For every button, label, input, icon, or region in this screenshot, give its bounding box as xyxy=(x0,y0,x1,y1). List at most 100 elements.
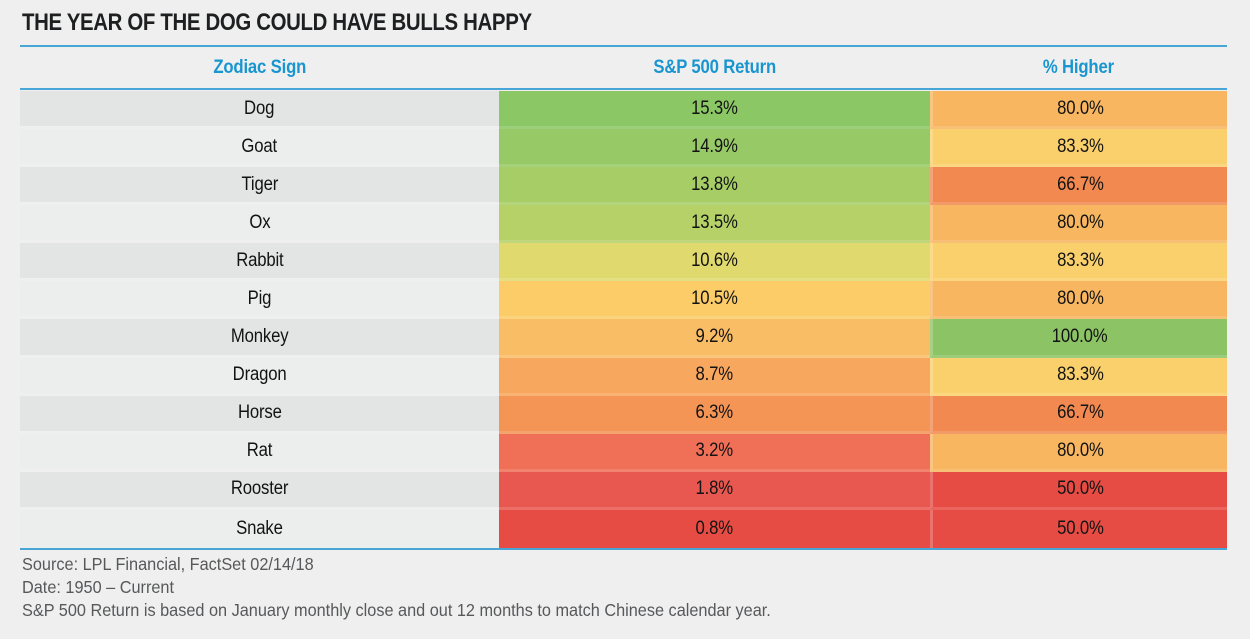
zodiac-cell: Rooster xyxy=(20,471,499,510)
zodiac-cell: Dragon xyxy=(20,357,499,396)
zodiac-cell-label: Rat xyxy=(246,440,273,462)
return-cell: 13.8% xyxy=(499,167,930,206)
return-cell: 0.8% xyxy=(499,509,930,548)
higher-cell-label: 83.3% xyxy=(1056,135,1104,157)
return-cell-label: 8.7% xyxy=(695,364,734,386)
footer-notes: Source: LPL Financial, FactSet 02/14/18 … xyxy=(22,553,827,622)
zodiac-cell: Horse xyxy=(20,395,499,434)
higher-cell: 80.0% xyxy=(930,281,1227,320)
zodiac-cell-label: Rooster xyxy=(230,478,289,500)
table-header-row: Zodiac Sign S&P 500 Return % Higher xyxy=(20,47,1227,88)
table-row: Pig 10.5% 80.0% xyxy=(20,281,1227,320)
return-cell-label: 9.2% xyxy=(695,326,734,348)
column-header-sp500-return-label: S&P 500 Return xyxy=(653,56,776,78)
table-body: Dog 15.3% 80.0% Goat 14.9% 83.3% Tiger 13.8% 66.… xyxy=(20,91,1227,548)
zodiac-cell: Dog xyxy=(20,91,499,130)
zodiac-cell-label: Goat xyxy=(241,135,278,157)
zodiac-cell-label: Monkey xyxy=(230,326,289,348)
return-cell-label: 6.3% xyxy=(695,402,734,424)
higher-cell: 66.7% xyxy=(930,167,1227,206)
zodiac-cell: Ox xyxy=(20,205,499,244)
return-cell: 14.9% xyxy=(499,129,930,168)
higher-cell-label: 66.7% xyxy=(1056,173,1104,195)
return-cell: 9.2% xyxy=(499,319,930,358)
table-row: Dog 15.3% 80.0% xyxy=(20,91,1227,130)
return-cell-label: 13.8% xyxy=(691,173,738,195)
column-header-sp500-return: S&P 500 Return xyxy=(499,57,930,79)
zodiac-cell-label: Snake xyxy=(236,517,283,539)
zodiac-cell-label: Tiger xyxy=(241,173,278,195)
return-cell: 13.5% xyxy=(499,205,930,244)
zodiac-cell: Snake xyxy=(20,509,499,548)
higher-cell-label: 66.7% xyxy=(1056,402,1104,424)
table-row: Ox 13.5% 80.0% xyxy=(20,205,1227,244)
divider-top xyxy=(20,45,1227,47)
higher-cell-label: 83.3% xyxy=(1056,364,1104,386)
higher-cell-label: 80.0% xyxy=(1056,211,1104,233)
zodiac-cell: Rabbit xyxy=(20,243,499,282)
table-row: Rooster 1.8% 50.0% xyxy=(20,471,1227,510)
zodiac-cell-label: Dragon xyxy=(232,364,287,386)
zodiac-cell: Tiger xyxy=(20,167,499,206)
zodiac-cell-label: Pig xyxy=(247,287,272,309)
return-cell: 8.7% xyxy=(499,357,930,396)
zodiac-cell-label: Dog xyxy=(244,97,275,119)
return-cell: 10.5% xyxy=(499,281,930,320)
return-cell-label: 1.8% xyxy=(695,478,734,500)
higher-cell-label: 50.0% xyxy=(1056,478,1104,500)
higher-cell: 80.0% xyxy=(930,433,1227,472)
return-cell-label: 13.5% xyxy=(691,211,738,233)
table-row: Snake 0.8% 50.0% xyxy=(20,509,1227,548)
higher-cell: 100.0% xyxy=(930,319,1227,358)
table-row: Monkey 9.2% 100.0% xyxy=(20,319,1227,358)
higher-cell-label: 80.0% xyxy=(1056,97,1104,119)
higher-cell: 83.3% xyxy=(930,243,1227,282)
source-note: Source: LPL Financial, FactSet 02/14/18 xyxy=(22,554,314,574)
date-note: Date: 1950 – Current xyxy=(22,577,174,597)
higher-cell-label: 80.0% xyxy=(1056,287,1104,309)
table-row: Goat 14.9% 83.3% xyxy=(20,129,1227,168)
table-row: Rat 3.2% 80.0% xyxy=(20,433,1227,472)
return-cell-label: 3.2% xyxy=(695,440,734,462)
higher-cell-label: 80.0% xyxy=(1056,440,1104,462)
higher-cell-label: 100.0% xyxy=(1052,326,1108,348)
table-row: Horse 6.3% 66.7% xyxy=(20,395,1227,434)
divider-header xyxy=(20,88,1227,90)
return-cell: 6.3% xyxy=(499,395,930,434)
column-header-zodiac-sign: Zodiac Sign xyxy=(20,57,499,79)
page-title: THE YEAR OF THE DOG COULD HAVE BULLS HAP… xyxy=(22,9,532,36)
higher-cell: 80.0% xyxy=(930,91,1227,130)
return-cell: 1.8% xyxy=(499,471,930,510)
table-row: Rabbit 10.6% 83.3% xyxy=(20,243,1227,282)
zodiac-cell: Rat xyxy=(20,433,499,472)
return-cell-label: 14.9% xyxy=(691,135,738,157)
zodiac-cell: Monkey xyxy=(20,319,499,358)
higher-cell: 83.3% xyxy=(930,129,1227,168)
zodiac-cell: Pig xyxy=(20,281,499,320)
zodiac-cell-label: Rabbit xyxy=(235,249,284,271)
return-cell: 3.2% xyxy=(499,433,930,472)
return-cell-label: 0.8% xyxy=(695,517,734,539)
higher-cell: 83.3% xyxy=(930,357,1227,396)
higher-cell-label: 83.3% xyxy=(1056,249,1104,271)
higher-cell: 50.0% xyxy=(930,471,1227,510)
higher-cell: 66.7% xyxy=(930,395,1227,434)
higher-cell: 50.0% xyxy=(930,509,1227,548)
return-cell: 10.6% xyxy=(499,243,930,282)
column-header-zodiac-sign-label: Zodiac Sign xyxy=(213,56,306,78)
methodology-note: S&P 500 Return is based on January month… xyxy=(22,600,771,620)
table-row: Dragon 8.7% 83.3% xyxy=(20,357,1227,396)
higher-cell-label: 50.0% xyxy=(1056,517,1104,539)
zodiac-cell: Goat xyxy=(20,129,499,168)
table-row: Tiger 13.8% 66.7% xyxy=(20,167,1227,206)
column-header-percent-higher-label: % Higher xyxy=(1042,56,1115,78)
return-cell-label: 10.5% xyxy=(691,287,738,309)
higher-cell: 80.0% xyxy=(930,205,1227,244)
column-header-percent-higher: % Higher xyxy=(930,57,1227,79)
return-cell-label: 10.6% xyxy=(691,249,738,271)
zodiac-cell-label: Horse xyxy=(237,402,282,424)
divider-bottom xyxy=(20,548,1227,550)
return-cell: 15.3% xyxy=(499,91,930,130)
return-cell-label: 15.3% xyxy=(691,97,738,119)
